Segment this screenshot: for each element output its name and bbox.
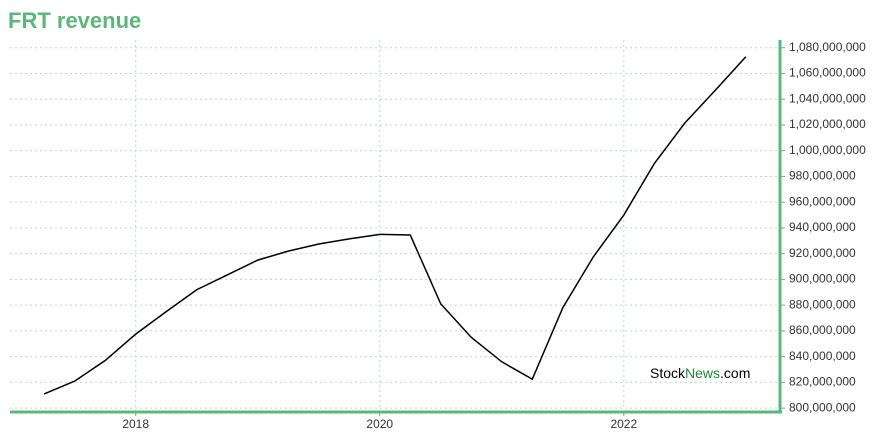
y-tick-label: 960,000,000 bbox=[789, 194, 856, 208]
chart-title: FRT revenue bbox=[8, 8, 141, 33]
watermark-part: .com bbox=[720, 365, 750, 381]
y-tick-label: 920,000,000 bbox=[789, 246, 856, 260]
y-tick-label: 800,000,000 bbox=[789, 400, 856, 414]
watermark-part: News bbox=[685, 365, 720, 381]
line-series bbox=[43, 56, 747, 395]
y-tick-label: 1,040,000,000 bbox=[789, 91, 866, 105]
y-tick-label: 1,020,000,000 bbox=[789, 117, 866, 131]
y-tick-label: 860,000,000 bbox=[789, 323, 856, 337]
x-tick-label: 2020 bbox=[366, 417, 393, 431]
watermark: StockNews.com bbox=[650, 365, 750, 381]
x-tick-label: 2022 bbox=[610, 417, 637, 431]
y-tick-label: 940,000,000 bbox=[789, 220, 856, 234]
y-tick-label: 980,000,000 bbox=[789, 169, 856, 183]
y-tick-label: 900,000,000 bbox=[789, 272, 856, 286]
y-tick-label: 1,080,000,000 bbox=[789, 40, 866, 54]
y-tick-label: 840,000,000 bbox=[789, 349, 856, 363]
y-tick-label: 1,000,000,000 bbox=[789, 143, 866, 157]
watermark-part: Stock bbox=[650, 365, 686, 381]
y-tick-label: 880,000,000 bbox=[789, 297, 856, 311]
y-tick-label: 820,000,000 bbox=[789, 375, 856, 389]
y-tick-label: 1,060,000,000 bbox=[789, 66, 866, 80]
x-tick-label: 2018 bbox=[122, 417, 149, 431]
